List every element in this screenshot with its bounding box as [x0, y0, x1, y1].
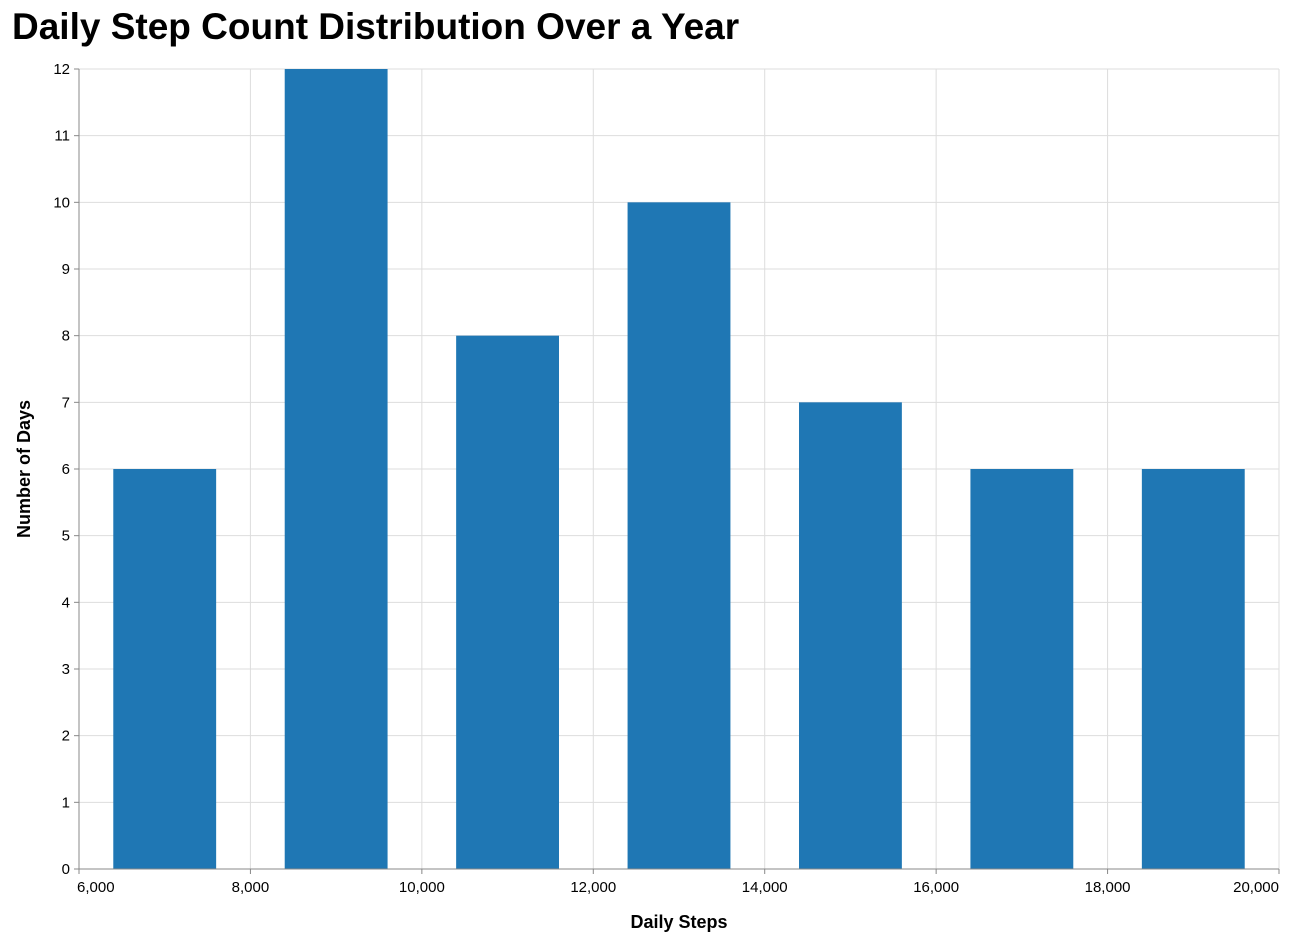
histogram-bar — [970, 469, 1074, 869]
histogram-bar — [456, 335, 559, 870]
y-tick-label: 10 — [53, 194, 70, 211]
y-tick-label: 8 — [62, 328, 70, 345]
histogram-bar — [113, 469, 217, 869]
x-tick-label: 14,000 — [742, 879, 788, 896]
x-axis-title: Daily Steps — [630, 912, 727, 932]
x-tick-label: 16,000 — [913, 879, 959, 896]
y-tick-label: 6 — [62, 461, 70, 478]
y-tick-label: 11 — [54, 128, 70, 145]
y-tick-label: 12 — [53, 61, 70, 78]
x-tick-label: 20,000 — [1233, 879, 1279, 896]
histogram-bar — [1141, 469, 1245, 869]
x-tick-label: 6,000 — [77, 879, 115, 896]
y-tick-label: 4 — [62, 594, 70, 611]
y-tick-label: 5 — [62, 528, 70, 545]
y-tick-label: 7 — [62, 394, 70, 411]
y-tick-label: 9 — [62, 261, 70, 278]
histogram-bar — [284, 69, 388, 869]
chart-title: Daily Step Count Distribution Over a Yea… — [12, 6, 740, 47]
bars — [113, 69, 1245, 870]
y-tick-label: 1 — [62, 794, 70, 811]
y-tick-label: 2 — [62, 728, 70, 745]
y-tick-label: 0 — [62, 861, 70, 878]
x-tick-label: 12,000 — [570, 879, 616, 896]
x-tick-label: 8,000 — [232, 879, 270, 896]
x-tick-label: 18,000 — [1085, 879, 1131, 896]
y-axis-title: Number of Days — [14, 400, 34, 538]
histogram-bar — [627, 202, 731, 870]
histogram-bar — [799, 402, 902, 869]
y-tick-label: 3 — [62, 661, 70, 678]
x-tick-label: 10,000 — [399, 879, 445, 896]
